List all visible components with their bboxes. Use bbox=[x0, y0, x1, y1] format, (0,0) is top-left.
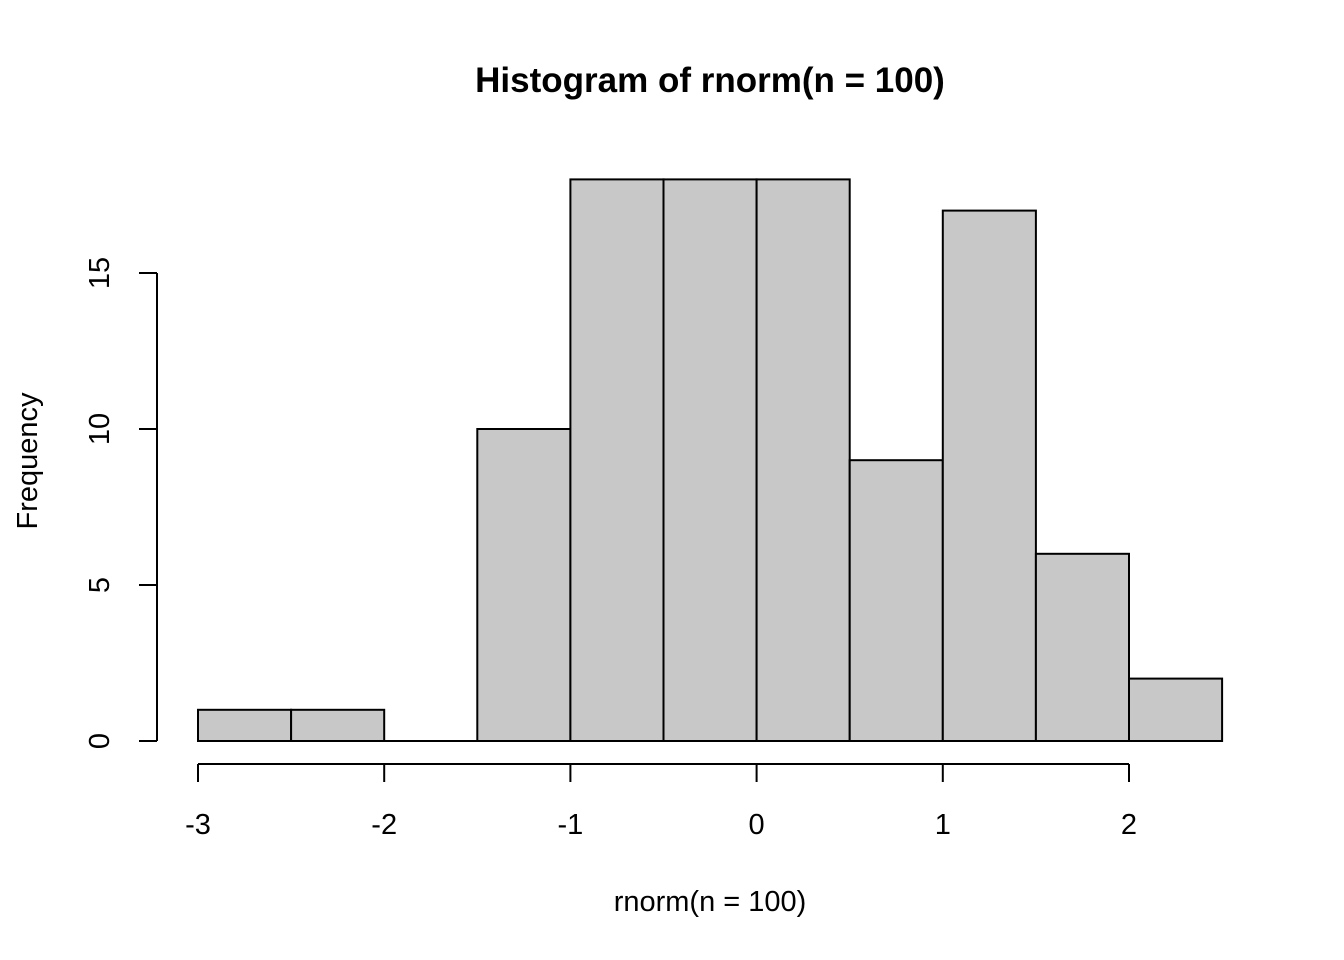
histogram-bar-9 bbox=[1034, 552, 1131, 742]
x-tick-label: 0 bbox=[749, 809, 765, 841]
x-axis: -3 -2 -1 0 1 2 bbox=[185, 763, 1137, 841]
x-tick-label: 2 bbox=[1121, 809, 1137, 841]
y-tick-label: 0 bbox=[84, 733, 116, 749]
histogram-bar-0 bbox=[197, 708, 293, 742]
histogram-bars bbox=[197, 178, 1224, 743]
x-tick-label: -3 bbox=[185, 809, 211, 841]
y-axis-label: Frequency bbox=[12, 392, 44, 530]
histogram-bar-4 bbox=[569, 178, 665, 742]
y-axis: 0 5 10 15 bbox=[84, 257, 158, 749]
x-tick-label: -1 bbox=[558, 809, 584, 841]
x-axis-label: rnorm(n = 100) bbox=[614, 886, 807, 918]
x-tick-label: -2 bbox=[371, 809, 397, 841]
chart-title: Histogram of rnorm(n = 100) bbox=[475, 61, 945, 100]
histogram-bar-7 bbox=[848, 459, 944, 742]
x-tick-label: 1 bbox=[935, 809, 951, 841]
histogram-bar-8 bbox=[941, 209, 1037, 743]
histogram-bar-5 bbox=[662, 178, 758, 742]
y-tick-label: 15 bbox=[84, 257, 116, 289]
histogram-bar-10 bbox=[1128, 677, 1224, 742]
histogram-bar-3 bbox=[476, 428, 572, 742]
histogram-bar-1 bbox=[290, 708, 386, 742]
histogram-bar-6 bbox=[755, 178, 851, 742]
y-tick-label: 5 bbox=[84, 577, 116, 593]
y-tick-label: 10 bbox=[84, 413, 116, 445]
